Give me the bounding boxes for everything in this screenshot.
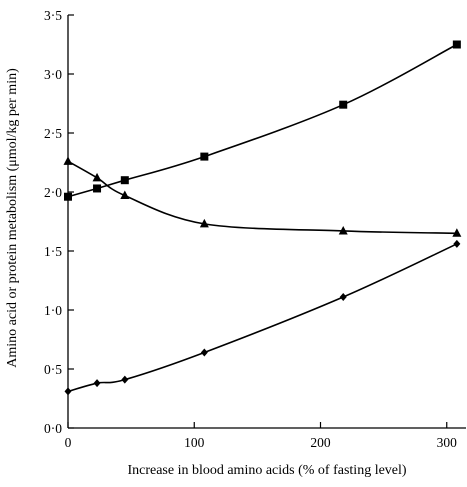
series-square: [64, 40, 461, 201]
triangle-marker: [63, 156, 73, 165]
y-tick-label: 1·5: [44, 244, 62, 259]
y-tick-label: 2·0: [44, 185, 62, 200]
y-tick-label: 0·5: [44, 362, 62, 377]
diamond-marker: [339, 293, 347, 302]
y-tick-label: 0·0: [44, 421, 62, 436]
x-tick-label: 200: [310, 435, 331, 450]
y-tick-label: 3·5: [44, 8, 62, 23]
square-marker: [64, 192, 72, 201]
diamond-marker: [121, 375, 129, 384]
series-line: [67, 43, 458, 198]
x-axis-label: Increase in blood amino acids (% of fast…: [127, 463, 406, 478]
triangle-marker: [199, 218, 209, 228]
diamond-marker: [453, 239, 461, 248]
triangle-marker: [452, 228, 462, 237]
square-marker: [120, 176, 129, 185]
x-tick-label: 100: [184, 435, 205, 450]
triangle-marker: [338, 225, 348, 235]
x-tick-label: 0: [65, 435, 72, 450]
y-axis-label: Amino acid or protein metabolism (μmol/k…: [5, 68, 20, 368]
series-triangle: [63, 156, 462, 237]
x-tick-label: 300: [437, 435, 458, 450]
series-line: [67, 243, 458, 393]
diamond-marker: [64, 387, 72, 396]
y-tick-label: 3·0: [44, 67, 62, 82]
triangle-marker: [120, 190, 130, 200]
square-marker: [452, 40, 461, 49]
y-ticks: 0·0 0·5 1·0 1·5 2·0 2·5 3·0 3·5: [44, 8, 74, 436]
triangle-marker: [92, 172, 102, 182]
series-layer: [63, 40, 462, 396]
diamond-marker: [200, 348, 208, 357]
diamond-marker: [93, 379, 101, 388]
series-diamond: [64, 239, 461, 396]
square-marker: [339, 100, 348, 109]
square-marker: [200, 152, 209, 161]
y-tick-label: 2·5: [44, 126, 62, 141]
y-tick-label: 1·0: [44, 303, 62, 318]
x-ticks: 0 100 200 300: [65, 422, 458, 450]
square-marker: [93, 184, 102, 193]
